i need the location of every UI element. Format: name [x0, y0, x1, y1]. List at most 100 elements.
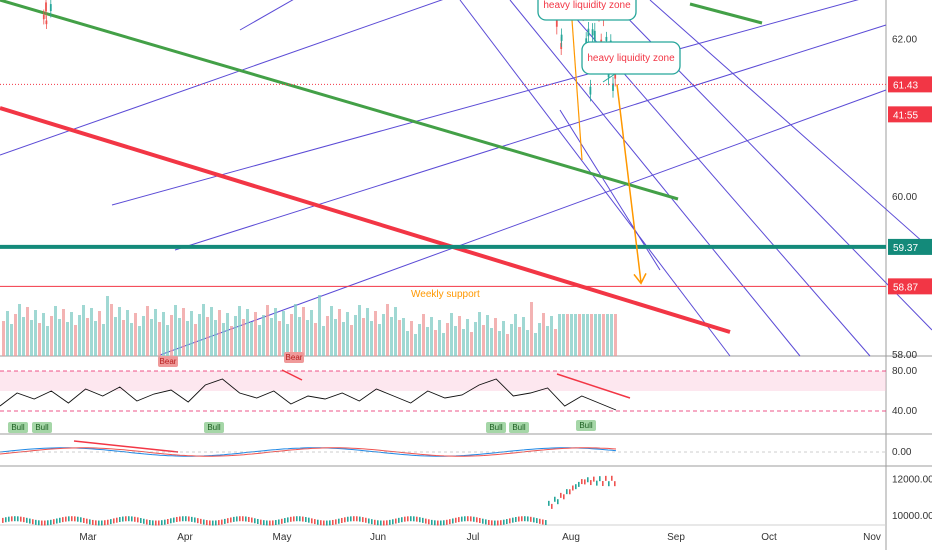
volume-bar [346, 312, 349, 356]
volume-bar [470, 332, 473, 356]
rsi-divergence-line-2 [281, 369, 303, 381]
index-candle [338, 518, 340, 524]
price-axis[interactable]: 64.0063.0062.0060.0058.0080.0040.000.001… [892, 0, 932, 522]
index-candle [305, 517, 307, 523]
candle-body [585, 38, 588, 45]
index-candle [473, 516, 475, 522]
index-candle [485, 519, 487, 525]
index-candle [311, 518, 313, 524]
rsi-signal-bg [509, 422, 529, 433]
candle-body [45, 20, 48, 25]
index-candle [542, 519, 544, 525]
index-candle [119, 517, 121, 523]
index-candle [29, 518, 31, 524]
volume-bar [458, 316, 461, 356]
volume-bar [354, 315, 357, 356]
channel-down-line-2 [509, 0, 801, 357]
index-tick-label: 10000.00 [892, 511, 932, 522]
volume-bar [318, 295, 321, 356]
volume-bar [554, 329, 557, 356]
volume-bar [578, 314, 581, 356]
index-candle [497, 520, 499, 526]
index-candle [608, 481, 610, 487]
index-candle [566, 489, 568, 495]
indicator-panes: Bear Bear Bull Bull Bull Bull Bull Bull [0, 352, 886, 526]
index-candle [176, 516, 178, 522]
liquidity-callout-1-label: heavy liquidity zone [543, 0, 631, 11]
volume-bar [118, 307, 121, 356]
time-axis[interactable]: Mar Apr May Jun Jul Aug Sep Oct Nov [79, 532, 881, 543]
index-candle [197, 518, 199, 524]
volume-bar [50, 316, 53, 356]
index-candle [320, 520, 322, 526]
index-candle [548, 500, 550, 506]
index-candle [293, 516, 295, 522]
volume-bar [290, 314, 293, 356]
volume-bar [566, 314, 569, 356]
index-candle [449, 519, 451, 525]
volume-bar [490, 328, 493, 356]
index-candle [77, 516, 79, 522]
index-candle [452, 518, 454, 524]
volume-bar [54, 306, 57, 356]
index-candle [545, 520, 547, 526]
rsi-signal-bg [8, 422, 28, 433]
index-candle [17, 516, 19, 522]
channel-up-line-3 [159, 89, 887, 356]
volume-bar [198, 314, 201, 356]
index-candle [341, 517, 343, 523]
volume-bar [478, 312, 481, 356]
index-candle [86, 518, 88, 524]
index-candle [125, 516, 127, 522]
index-candle [104, 520, 106, 526]
index-candle [158, 520, 160, 526]
index-candle [128, 516, 130, 522]
index-candle [476, 517, 478, 523]
volume-bar [486, 315, 489, 356]
index-candle [44, 520, 46, 526]
volume-bar [326, 316, 329, 356]
rsi-signal-bg [576, 420, 596, 431]
index-candle [215, 520, 217, 526]
index-candle [374, 519, 376, 525]
volume-bar [422, 314, 425, 356]
candle-body [555, 17, 558, 27]
liquidity-callout-1[interactable]: heavy liquidity zone [537, 0, 637, 21]
volume-bar [258, 325, 261, 356]
volume-bar [310, 310, 313, 356]
liquidity-callout-2[interactable]: heavy liquidity zone [581, 41, 681, 75]
rsi-band [0, 371, 886, 391]
volume-bar [122, 320, 125, 356]
volume-bar [418, 324, 421, 356]
index-candle [242, 516, 244, 522]
volume-bar [586, 314, 589, 356]
index-candle [164, 519, 166, 525]
index-candle [137, 517, 139, 523]
candle-body [49, 4, 52, 12]
index-candle [266, 520, 268, 526]
index-candle [98, 520, 100, 526]
index-candle [479, 517, 481, 523]
index-candle [602, 481, 604, 487]
time-tick-label: Nov [863, 532, 881, 543]
volume-bar [466, 319, 469, 356]
index-candle [455, 517, 457, 523]
index-candle [356, 516, 358, 522]
index-candle [404, 516, 406, 522]
volume-bar [502, 321, 505, 356]
volume-bar [542, 313, 545, 356]
index-candle [56, 518, 58, 524]
index-candle [563, 494, 565, 500]
candle-body [560, 34, 563, 41]
volume-bar [70, 312, 73, 356]
index-candle [329, 520, 331, 526]
index-candle [206, 520, 208, 526]
index-candle [347, 516, 349, 522]
volume-bar [610, 314, 613, 356]
candle-body [593, 30, 596, 41]
index-candle [521, 516, 523, 522]
index-candle [8, 516, 10, 522]
price-tag-label: 58.87 [893, 282, 918, 293]
index-candle [245, 516, 247, 522]
